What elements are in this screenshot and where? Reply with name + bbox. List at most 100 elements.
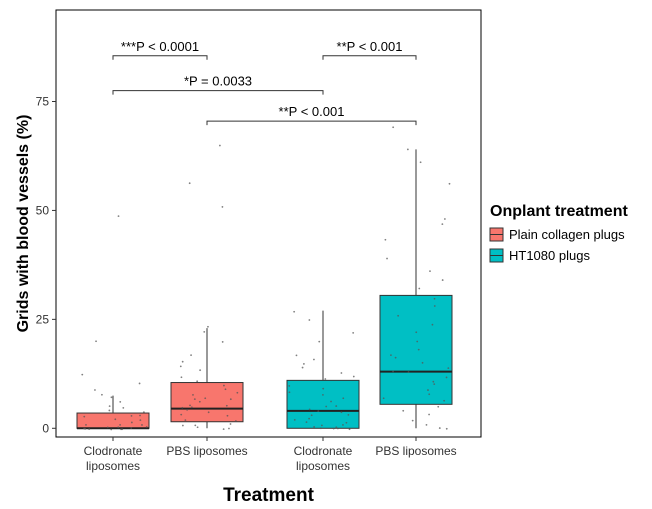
data-point — [447, 367, 450, 370]
x-tick-label-line2: liposomes — [296, 459, 350, 473]
data-point — [88, 428, 91, 430]
data-point — [85, 424, 87, 426]
data-point — [416, 340, 419, 343]
data-point — [179, 365, 182, 368]
data-point — [190, 406, 193, 409]
data-point — [345, 421, 348, 424]
data-point — [406, 148, 409, 151]
data-point — [224, 388, 227, 391]
data-point — [110, 396, 113, 399]
data-point — [81, 373, 84, 376]
x-tick-label: PBS liposomes — [375, 444, 456, 458]
data-point — [194, 424, 197, 427]
data-point — [340, 372, 343, 374]
data-point — [332, 427, 335, 430]
data-point — [295, 354, 298, 357]
data-point — [335, 426, 338, 429]
data-point — [228, 427, 230, 430]
significance-bracket: **P < 0.001 — [322, 39, 417, 60]
data-point — [432, 380, 435, 383]
data-point — [418, 287, 421, 290]
data-point — [448, 182, 451, 185]
significance-bracket: ***P < 0.0001 — [112, 39, 208, 60]
data-point — [108, 405, 111, 408]
x-tick-label: Clodronate — [84, 444, 143, 458]
legend-label: HT1080 plugs — [509, 248, 590, 263]
y-tick-label: 0 — [42, 421, 49, 435]
data-point — [83, 415, 86, 418]
significance-bracket: *P = 0.0033 — [112, 74, 324, 95]
data-point — [207, 411, 210, 414]
legend-item: HT1080 plugs — [489, 248, 590, 263]
data-point — [384, 238, 387, 241]
data-point — [108, 409, 111, 412]
data-point — [199, 369, 202, 372]
data-point — [421, 361, 424, 364]
data-point — [110, 428, 113, 431]
data-point — [181, 406, 184, 409]
data-point — [419, 161, 422, 164]
data-point — [428, 393, 431, 396]
data-point — [320, 424, 323, 427]
data-point — [352, 331, 355, 334]
box-iqr — [170, 382, 244, 423]
data-point — [117, 426, 120, 429]
legend-title: Onplant treatment — [490, 203, 628, 220]
data-point — [184, 419, 187, 422]
data-point — [221, 341, 224, 343]
data-point — [95, 340, 97, 343]
data-point — [335, 405, 338, 407]
data-point — [342, 424, 344, 426]
data-point — [325, 405, 328, 408]
data-point — [322, 387, 325, 390]
data-point — [223, 384, 225, 387]
significance-label: **P < 0.001 — [279, 104, 345, 119]
data-point — [130, 421, 133, 424]
data-point — [114, 418, 117, 421]
bracket-line — [322, 55, 417, 60]
data-point — [189, 404, 191, 407]
data-point — [348, 428, 351, 431]
data-point — [138, 382, 141, 385]
data-point — [394, 356, 397, 359]
data-point — [330, 400, 332, 403]
x-axis-title: Treatment — [223, 485, 314, 506]
data-point — [207, 325, 209, 328]
data-point — [441, 279, 444, 281]
data-point — [445, 427, 448, 430]
box-3 — [379, 149, 453, 429]
data-point — [222, 428, 225, 430]
data-point — [313, 358, 315, 361]
data-point — [226, 414, 229, 417]
data-point — [427, 389, 429, 391]
data-point — [308, 408, 311, 411]
data-point — [402, 409, 405, 412]
data-point — [441, 223, 444, 226]
data-point — [322, 394, 324, 396]
data-point — [433, 383, 436, 386]
data-point — [293, 310, 296, 313]
data-point — [305, 421, 308, 423]
data-point — [180, 413, 183, 416]
box-iqr — [286, 379, 360, 429]
data-point — [192, 394, 194, 396]
data-point — [142, 411, 145, 414]
box-1 — [170, 328, 244, 429]
data-point — [308, 417, 311, 420]
data-point — [229, 423, 232, 425]
data-point — [301, 366, 304, 369]
data-point — [308, 319, 311, 321]
data-point — [141, 424, 143, 426]
data-point — [392, 126, 395, 129]
data-point — [221, 206, 224, 208]
data-point — [445, 376, 448, 379]
y-tick-label: 50 — [36, 203, 50, 217]
data-point — [429, 270, 431, 273]
data-point — [317, 410, 320, 413]
data-point — [340, 411, 343, 414]
significance-bracket: **P < 0.001 — [206, 104, 417, 126]
data-point — [342, 397, 345, 400]
data-point — [180, 376, 183, 379]
data-point — [193, 398, 196, 401]
